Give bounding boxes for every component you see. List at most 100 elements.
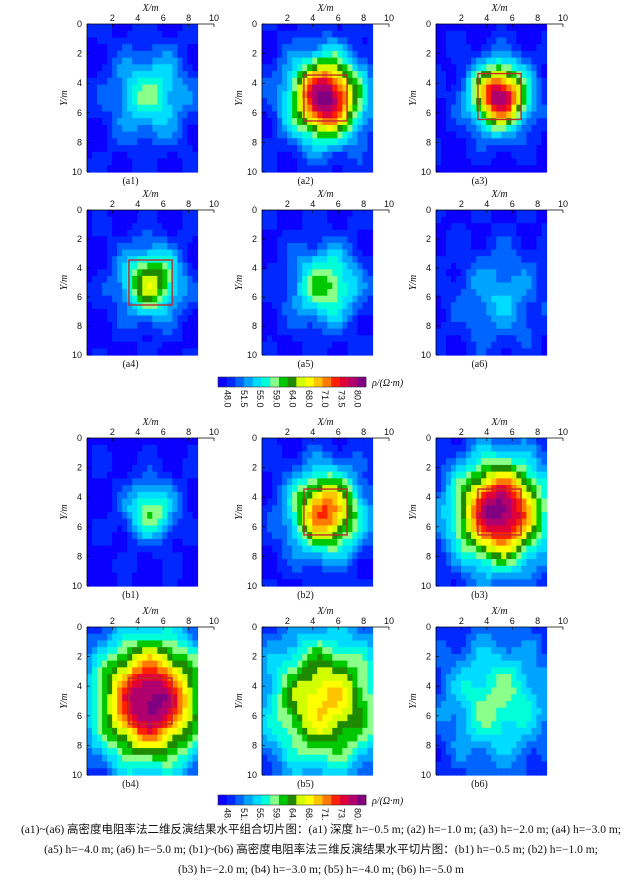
heat-cell — [277, 71, 283, 79]
heat-cell — [486, 289, 492, 297]
heat-cell — [516, 471, 522, 479]
heat-cell — [162, 701, 168, 709]
heat-cell — [342, 532, 348, 540]
heat-cell — [302, 512, 308, 520]
heat-cell — [496, 158, 502, 166]
heat-cell — [267, 57, 273, 65]
heat-cell — [277, 315, 283, 323]
heat-cell — [132, 335, 138, 343]
heat-cell — [97, 30, 103, 39]
heat-cell — [441, 438, 447, 446]
heat-cell — [451, 545, 457, 553]
heat-cell — [506, 505, 512, 513]
heat-cell — [337, 565, 343, 574]
heat-cell — [491, 30, 497, 39]
heat-cell — [536, 444, 543, 453]
heat-cell — [317, 50, 323, 59]
heat-cell — [152, 727, 158, 736]
heat-cell — [187, 165, 194, 173]
heat-cell — [147, 210, 153, 218]
heat-cell — [456, 131, 462, 139]
heat-cell — [501, 242, 507, 251]
heat-cell — [446, 308, 452, 317]
heat-cell — [107, 471, 113, 479]
heat-cell — [441, 538, 447, 547]
heat-cell — [162, 491, 168, 500]
heat-cell — [157, 44, 163, 52]
heat-cell — [342, 275, 348, 284]
heat-cell — [97, 647, 103, 655]
heat-cell — [267, 485, 273, 493]
heat-cell — [277, 262, 283, 270]
heat-cell — [282, 341, 288, 350]
heat-cell — [107, 275, 113, 284]
heat-cell — [267, 438, 273, 446]
x-tick-label: 2 — [110, 13, 115, 23]
heat-cell — [362, 505, 369, 513]
heat-cell — [486, 269, 492, 277]
heat-cell — [441, 236, 447, 244]
heat-cell — [441, 57, 447, 65]
heat-cell — [466, 216, 472, 224]
heat-cell — [536, 302, 543, 310]
heat-cell — [272, 223, 278, 231]
heat-cell — [536, 24, 543, 32]
heat-cell — [112, 50, 118, 59]
heat-cell — [117, 727, 123, 736]
heat-cell — [491, 505, 497, 513]
heat-cell — [357, 559, 364, 567]
heat-cell — [292, 91, 298, 99]
heat-cell — [476, 84, 482, 92]
heat-cell — [471, 131, 477, 139]
heat-cell — [486, 505, 492, 513]
heat-cell — [337, 289, 343, 297]
heat-cell — [332, 315, 338, 323]
heat-cell — [322, 572, 328, 580]
heat-cell — [516, 104, 522, 113]
heat-cell — [491, 111, 497, 119]
heat-cell — [117, 579, 123, 587]
heat-cell — [471, 579, 477, 587]
heat-cell — [117, 734, 123, 742]
heat-cell — [132, 289, 138, 297]
heat-cell — [277, 498, 283, 506]
heat-cell — [521, 223, 527, 231]
heat-cell — [152, 464, 158, 473]
heat-cell — [357, 210, 364, 218]
heat-cell — [541, 532, 548, 540]
heat-cell — [307, 538, 313, 547]
heat-cell — [97, 518, 103, 527]
heat-cell — [152, 236, 158, 244]
heat-cell — [352, 210, 359, 218]
heat-cell — [297, 275, 303, 284]
heat-cell — [277, 229, 283, 237]
heat-cell — [177, 727, 184, 736]
heat-cell — [127, 667, 133, 675]
heat-cell — [137, 165, 143, 173]
heat-cell — [137, 315, 143, 323]
x-axis-title: X/m — [316, 3, 333, 14]
heat-cell — [132, 111, 138, 119]
heat-cell — [187, 335, 194, 343]
heat-cell — [282, 236, 288, 244]
heat-cell — [516, 57, 522, 65]
heat-cell — [322, 145, 328, 153]
heat-cell — [516, 71, 522, 79]
heat-cell — [456, 216, 462, 224]
heat-cell — [152, 552, 158, 560]
heat-cell — [436, 335, 442, 343]
heat-cell — [441, 50, 447, 59]
heat-cell — [352, 458, 359, 466]
heat-cell — [112, 131, 118, 139]
heat-cell — [187, 210, 194, 218]
heat-cell — [92, 680, 98, 689]
heat-cell — [147, 721, 153, 729]
heat-cell — [87, 647, 93, 655]
heat-cell — [112, 158, 118, 166]
heat-cell — [451, 104, 457, 113]
heat-cell — [107, 478, 113, 486]
heat-cell — [367, 138, 374, 146]
heat-cell — [282, 262, 288, 270]
heat-cell — [466, 262, 472, 270]
heat-cell — [177, 451, 184, 459]
